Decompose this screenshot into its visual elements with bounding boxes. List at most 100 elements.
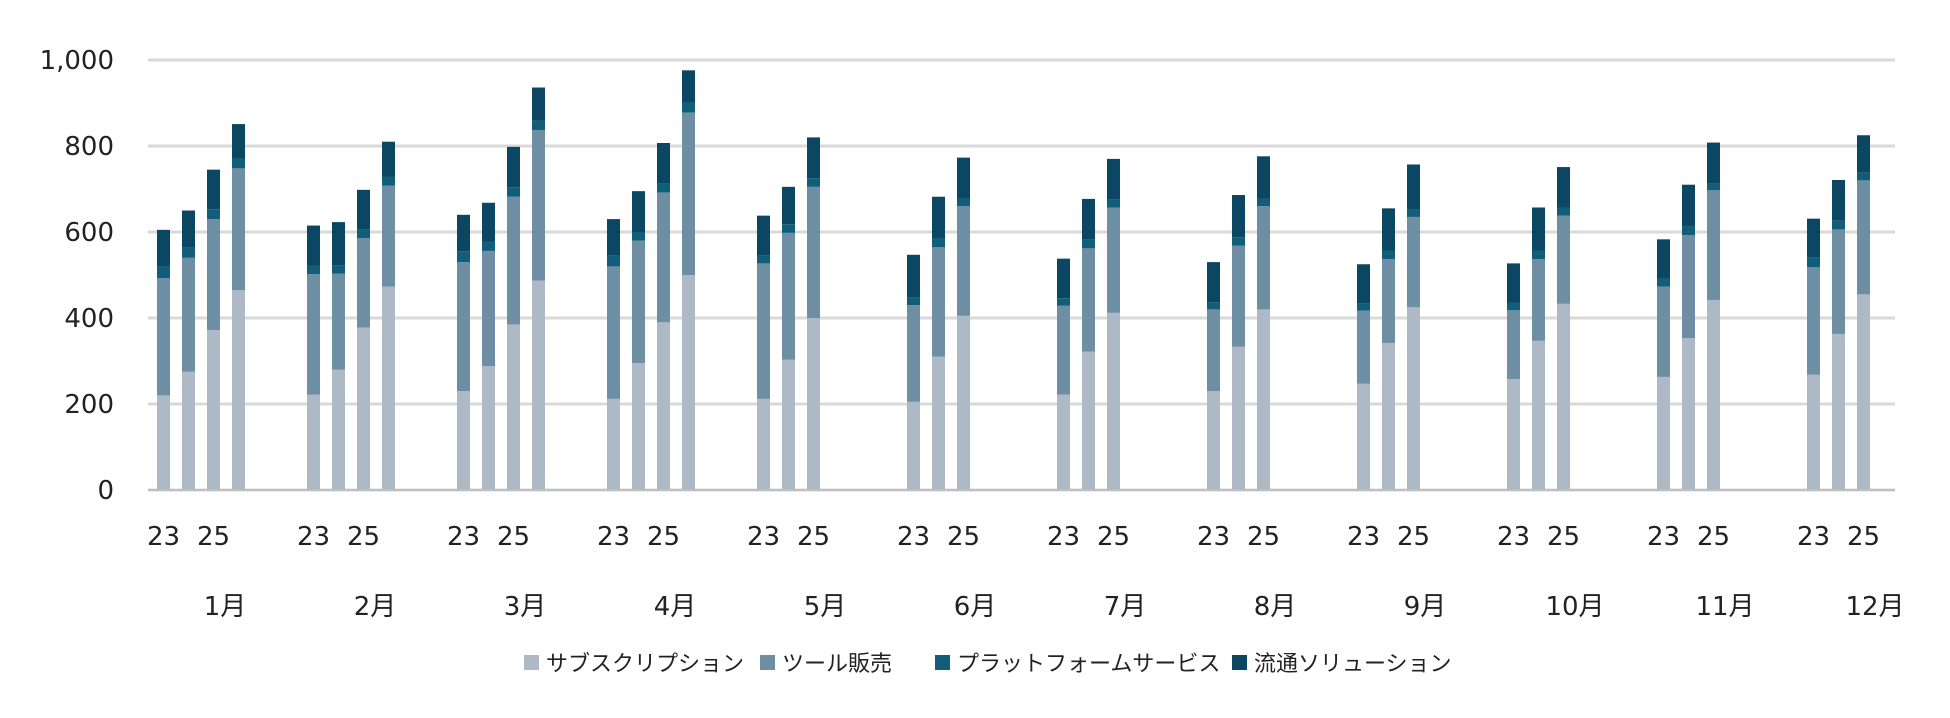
bar-segment [532, 120, 545, 131]
bar-segment [907, 254, 920, 298]
bar-segment [157, 229, 170, 267]
bar-segment [632, 240, 645, 364]
bar-segment [382, 286, 395, 490]
bar-segment [682, 275, 695, 490]
y-tick-label: 0 [97, 476, 114, 506]
bar-segment [1257, 309, 1270, 490]
bar-segment [1657, 286, 1670, 377]
bar-segment [782, 359, 795, 490]
x-category-label: 5月 [804, 592, 847, 622]
bar-segment [457, 214, 470, 252]
x-category-label: 1月 [204, 592, 247, 622]
bar-segment [957, 315, 970, 490]
bar-segment [1082, 248, 1095, 352]
bar-segment [1832, 220, 1845, 230]
bar-segment [1682, 226, 1695, 236]
bar-segment [1257, 206, 1270, 310]
x-tick-year-label: 23 [147, 522, 180, 552]
bar-segment [1807, 218, 1820, 258]
bar-segment [1557, 167, 1570, 208]
bar-segment [157, 278, 170, 396]
x-category-label: 4月 [654, 592, 697, 622]
bar-segment [332, 222, 345, 266]
bar-segment [957, 157, 970, 199]
bar-segment [1057, 305, 1070, 395]
bar-segment [1657, 239, 1670, 279]
bar-segment [1232, 237, 1245, 246]
bar-segment [782, 186, 795, 225]
bar-segment [1857, 294, 1870, 490]
bar-segment [757, 255, 770, 264]
x-tick-year-label: 25 [797, 522, 830, 552]
legend-swatch [1232, 655, 1247, 670]
bar-segment [757, 263, 770, 399]
bar-segment [607, 219, 620, 256]
legend-label: プラットフォームサービス [957, 652, 1220, 677]
legend-label: サブスクリプション [546, 652, 744, 677]
bar-segment [1707, 190, 1720, 300]
bar-segment [207, 219, 220, 331]
bar-segment [1532, 259, 1545, 341]
bar-segment [1532, 340, 1545, 490]
x-tick-year-label: 23 [1047, 522, 1080, 552]
x-tick-year-label: 23 [1797, 522, 1830, 552]
bar-segment [607, 255, 620, 267]
bar-segment [932, 247, 945, 357]
y-tick-label: 1,000 [40, 46, 114, 76]
bar-segment [1857, 135, 1870, 173]
x-tick-year-label: 25 [647, 522, 680, 552]
bar-segment [382, 185, 395, 287]
bar-segment [1207, 309, 1220, 392]
bar-segment [782, 224, 795, 233]
bar-segment [682, 70, 695, 103]
bar-segment [1057, 258, 1070, 299]
bar-segment [1832, 179, 1845, 221]
bar-segment [1532, 207, 1545, 251]
bar-segment [807, 186, 820, 318]
bar-segment [1207, 302, 1220, 310]
bar-segment [307, 225, 320, 266]
bar-segment [1107, 199, 1120, 208]
bar-segment [1832, 333, 1845, 490]
x-tick-year-label: 25 [347, 522, 380, 552]
bar-segment [532, 87, 545, 121]
bar-segment [1507, 310, 1520, 380]
x-category-label: 8月 [1254, 592, 1297, 622]
bar-segment [932, 238, 945, 248]
x-tick-year-label: 23 [1347, 522, 1380, 552]
bar-segment [1232, 195, 1245, 238]
bar-segment [607, 266, 620, 399]
bar-segment [1807, 257, 1820, 268]
x-tick-year-label: 25 [197, 522, 230, 552]
y-tick-label: 600 [64, 218, 114, 248]
bar-segment [1057, 298, 1070, 306]
bar-segment [1507, 263, 1520, 303]
x-tick-year-label: 25 [1397, 522, 1430, 552]
bar-segment [1357, 264, 1370, 304]
x-tick-year-label: 23 [1647, 522, 1680, 552]
bar-segment [1557, 303, 1570, 490]
bar-segment [1082, 198, 1095, 240]
bar-segment [1407, 216, 1420, 308]
x-tick-year-label: 23 [597, 522, 630, 552]
bar-segment [807, 137, 820, 179]
x-tick-year-label: 25 [1247, 522, 1280, 552]
bar-segment [1532, 250, 1545, 260]
x-tick-year-label: 25 [1847, 522, 1880, 552]
x-category-label: 2月 [354, 592, 397, 622]
y-tick-label: 200 [64, 390, 114, 420]
bar-segment [532, 280, 545, 490]
bar-segment [357, 238, 370, 328]
legend-label: ツール販売 [782, 652, 892, 677]
x-category-label: 11月 [1695, 592, 1754, 622]
bar-segment [382, 176, 395, 186]
bar-segment [1207, 391, 1220, 490]
bar-segment [457, 391, 470, 490]
bar-segment [482, 366, 495, 490]
bar-segment [182, 247, 195, 258]
y-tick-label: 400 [64, 304, 114, 334]
bar-segment [507, 187, 520, 197]
bar-segment [1857, 180, 1870, 295]
x-tick-year-label: 25 [1697, 522, 1730, 552]
bar-segment [1707, 142, 1720, 184]
